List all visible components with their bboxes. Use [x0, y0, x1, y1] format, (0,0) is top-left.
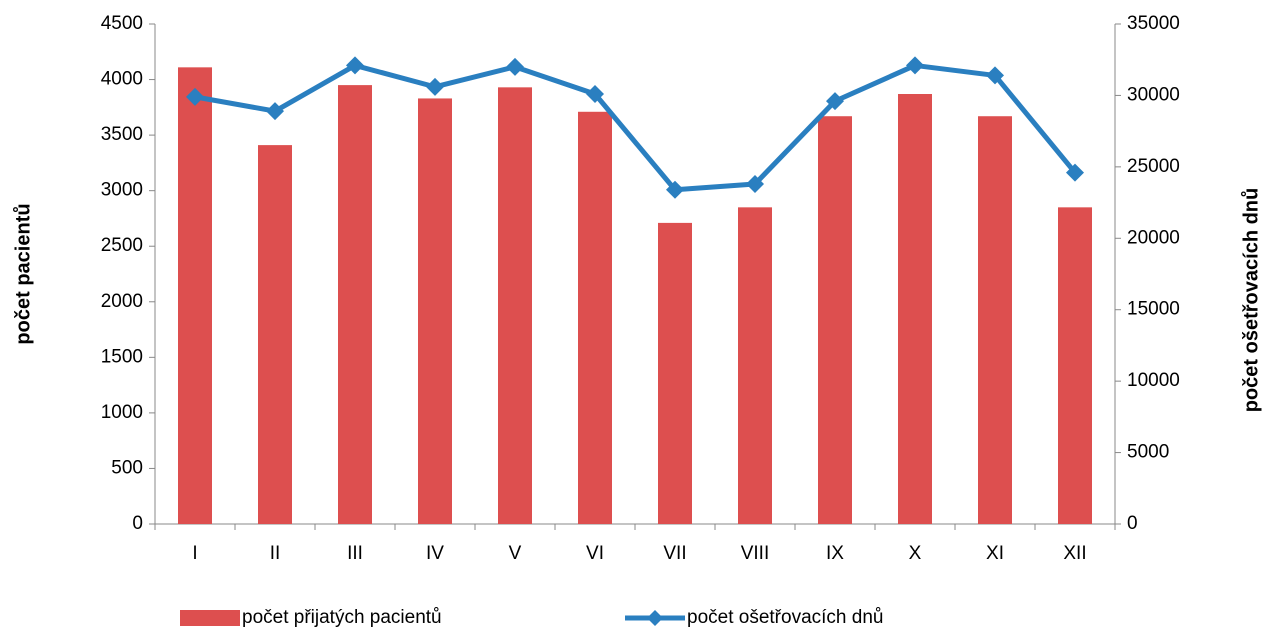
y-tick-label: 3500	[101, 124, 143, 145]
legend-swatch	[180, 610, 240, 626]
marker	[346, 56, 364, 75]
bar	[978, 116, 1012, 524]
x-tick-label: III	[347, 543, 363, 564]
marker	[746, 175, 764, 193]
bar	[658, 222, 692, 524]
marker	[266, 102, 284, 121]
y-tick-label: 1500	[101, 346, 143, 367]
legend-label: počet přijatých pacientů	[242, 607, 442, 628]
y-tick-label: 3000	[101, 180, 143, 201]
y2-tick-label: 10000	[1127, 370, 1180, 391]
marker	[986, 66, 1004, 85]
marker	[586, 85, 604, 103]
y-tick-label: 4500	[101, 13, 143, 34]
bar	[578, 111, 612, 525]
bar	[898, 94, 932, 524]
marker	[666, 180, 684, 199]
marker	[426, 77, 444, 96]
y2-tick-label: 5000	[1127, 442, 1169, 463]
y-tick-label: 1000	[101, 402, 143, 423]
x-tick-label: IX	[826, 543, 844, 564]
bar	[498, 87, 532, 524]
bar	[738, 207, 772, 525]
y2-tick-label: 20000	[1127, 227, 1180, 248]
y2-tick-label: 30000	[1127, 84, 1180, 105]
line	[194, 62, 1077, 193]
y-tick-label: 4000	[101, 69, 143, 90]
x-tick-label: XI	[986, 543, 1004, 564]
bar	[178, 67, 212, 524]
y2-tick-label: 25000	[1127, 156, 1180, 177]
y2-tick-label: 0	[1127, 513, 1138, 534]
bar	[258, 145, 292, 524]
x-tick-label: X	[909, 543, 922, 564]
y-tick-label: 2500	[101, 235, 143, 256]
x-tick-label: VIII	[741, 543, 770, 564]
bar	[818, 116, 852, 524]
x-tick-label: IV	[426, 543, 444, 564]
marker	[906, 56, 924, 75]
legend-marker	[647, 610, 663, 626]
x-tick-label: XII	[1063, 543, 1086, 564]
x-tick-label: I	[192, 543, 197, 564]
x-tick-label: V	[509, 543, 522, 564]
x-tick-label: VI	[586, 543, 604, 564]
y-tick-label: 2000	[101, 291, 143, 312]
y2-tick-label: 35000	[1127, 13, 1180, 34]
y-tick-label: 500	[111, 457, 143, 478]
marker	[826, 92, 844, 111]
x-tick-label: VII	[663, 543, 686, 564]
x-tick-label: II	[270, 543, 281, 564]
legend-label: počet ošetřovacích dnů	[687, 607, 883, 628]
y-tick-label: 0	[132, 513, 143, 534]
marker	[1066, 163, 1084, 182]
marker	[186, 87, 204, 106]
bar	[418, 98, 452, 524]
y-axis-label: počet pacientů	[12, 203, 34, 344]
bar	[1058, 207, 1092, 525]
marker	[506, 57, 524, 76]
y2-axis-label: počet ošetřovacích dnů	[1240, 188, 1262, 413]
bar	[338, 85, 372, 524]
y2-tick-label: 15000	[1127, 299, 1180, 320]
